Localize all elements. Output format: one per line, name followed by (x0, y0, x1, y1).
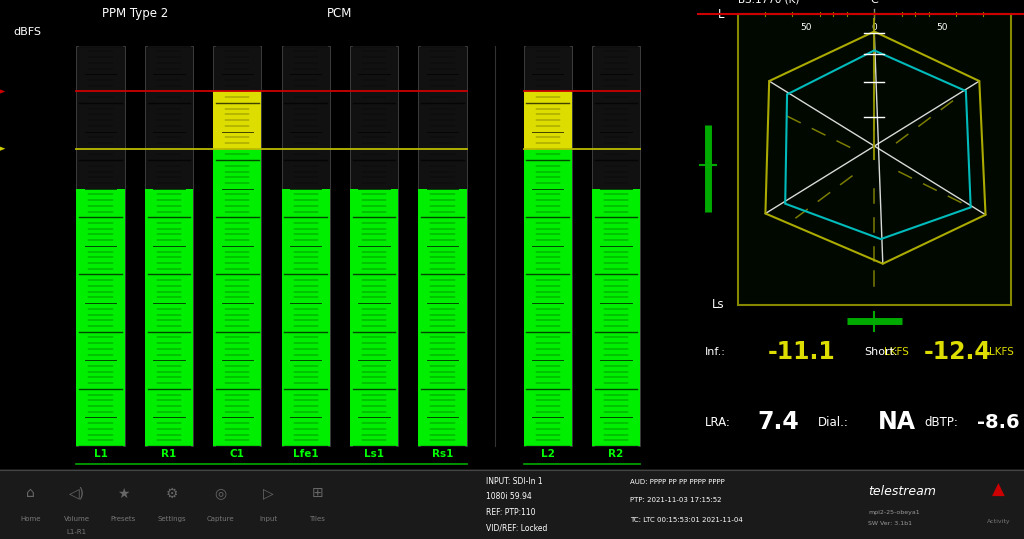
Text: Activity: Activity (986, 519, 1011, 524)
Text: L1: L1 (93, 449, 108, 459)
Text: TC: LTC 00:15:53:01 2021-11-04: TC: LTC 00:15:53:01 2021-11-04 (630, 517, 742, 523)
Text: ▲: ▲ (992, 481, 1005, 499)
Text: L1-R1: L1-R1 (67, 529, 87, 535)
Text: 50: 50 (801, 23, 812, 32)
Text: -11.1: -11.1 (768, 340, 836, 364)
Bar (144, 189, 194, 446)
Text: INPUT: SDI-In 1: INPUT: SDI-In 1 (486, 477, 543, 486)
Text: C1: C1 (230, 449, 245, 459)
Text: -8.6: -8.6 (977, 412, 1020, 432)
Bar (350, 46, 398, 446)
Text: ◎: ◎ (214, 487, 226, 500)
Text: NA: NA (878, 410, 915, 434)
Bar (592, 46, 640, 446)
Text: PCM: PCM (328, 7, 352, 20)
Text: BS.1770 (K): BS.1770 (K) (737, 0, 799, 5)
Text: Settings: Settings (158, 516, 186, 522)
Text: ⌂: ⌂ (27, 487, 35, 500)
Text: Presets: Presets (111, 516, 135, 522)
Text: Home: Home (20, 516, 41, 522)
Text: LKFS: LKFS (989, 347, 1014, 357)
Text: C: C (870, 0, 879, 5)
Text: -12.4: -12.4 (924, 340, 992, 364)
Text: PTP: 2021-11-03 17:15:52: PTP: 2021-11-03 17:15:52 (630, 497, 721, 503)
Text: dBFS: dBFS (13, 27, 41, 37)
Text: Tiles: Tiles (309, 516, 326, 522)
Text: telestream: telestream (868, 485, 936, 498)
Bar (523, 92, 571, 149)
Bar (213, 149, 261, 446)
Bar (77, 46, 125, 446)
Text: Inf.:: Inf.: (705, 347, 725, 357)
Text: dBTP:: dBTP: (924, 416, 958, 429)
Text: ⊞: ⊞ (311, 487, 324, 500)
Bar (350, 189, 398, 446)
Text: PPM Type 2: PPM Type 2 (101, 7, 168, 20)
Bar (419, 46, 467, 446)
Text: 1080i 59.94: 1080i 59.94 (486, 493, 532, 501)
Bar (592, 189, 640, 446)
Text: ◁): ◁) (69, 487, 85, 500)
Bar (77, 189, 125, 446)
Text: SW Ver: 3.1b1: SW Ver: 3.1b1 (868, 521, 912, 526)
Bar (523, 46, 571, 446)
Text: Input: Input (259, 516, 278, 522)
Text: ⚙: ⚙ (166, 487, 178, 500)
Text: ★: ★ (117, 487, 129, 500)
Bar (144, 46, 194, 446)
Text: Capture: Capture (207, 516, 233, 522)
Text: Ls1: Ls1 (365, 449, 384, 459)
Text: Rs1: Rs1 (432, 449, 454, 459)
Text: REF: PTP:110: REF: PTP:110 (486, 508, 536, 517)
Text: Lfe1: Lfe1 (293, 449, 318, 459)
Text: VID/REF: Locked: VID/REF: Locked (486, 523, 548, 533)
Text: ▷: ▷ (263, 487, 273, 500)
Text: R2: R2 (608, 449, 624, 459)
Text: Short:: Short: (864, 347, 898, 357)
Bar (737, 14, 1011, 305)
Text: Volume: Volume (63, 516, 90, 522)
Bar (213, 46, 261, 446)
Text: Ls: Ls (712, 298, 725, 312)
Text: Dial.:: Dial.: (817, 416, 849, 429)
Text: AUD: PPPP PP PP PPPP PPPP: AUD: PPPP PP PP PPPP PPPP (630, 479, 725, 485)
Text: mpi2-25-obeya1: mpi2-25-obeya1 (868, 510, 920, 515)
Bar (282, 46, 330, 446)
Polygon shape (0, 140, 5, 158)
Text: 7.4: 7.4 (758, 410, 800, 434)
Bar (282, 189, 330, 446)
Bar (419, 189, 467, 446)
Text: R1: R1 (162, 449, 176, 459)
Text: L2: L2 (541, 449, 555, 459)
Text: L: L (718, 8, 725, 20)
Text: 50: 50 (937, 23, 948, 32)
Text: LRA:: LRA: (705, 416, 730, 429)
Text: 0: 0 (871, 23, 878, 32)
Bar (213, 92, 261, 149)
Polygon shape (0, 82, 5, 101)
Bar (523, 149, 571, 446)
Text: LKFS: LKFS (885, 347, 909, 357)
